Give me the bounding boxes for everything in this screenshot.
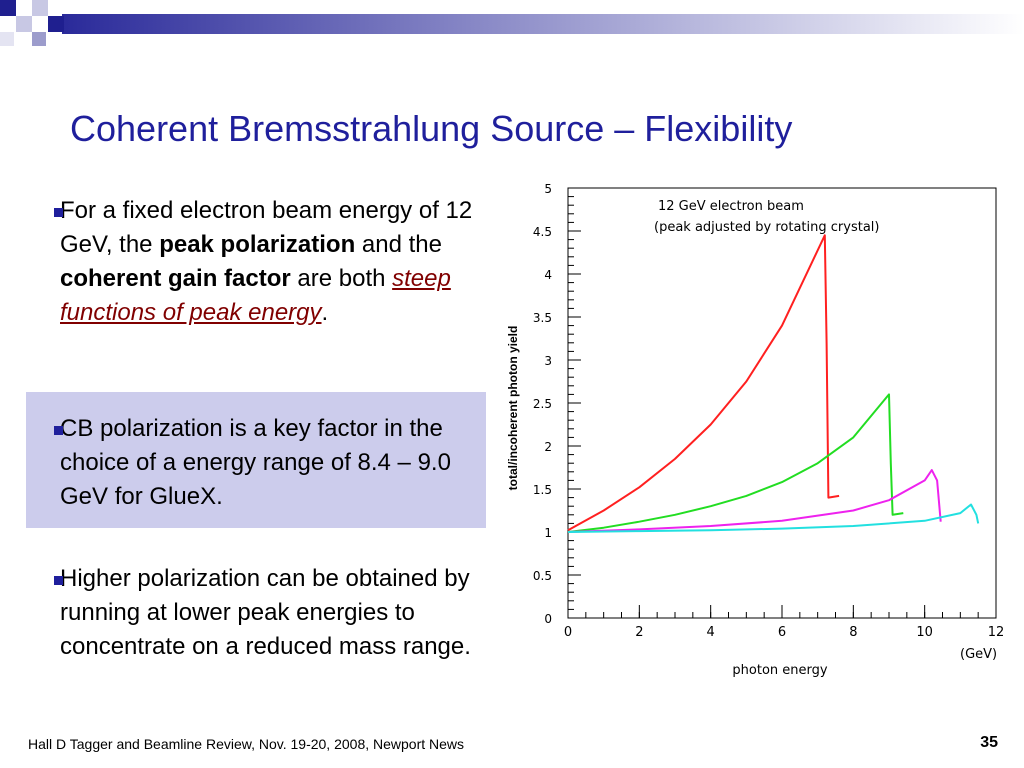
bullet-item-3: Higher polarization can be obtained by r… [26, 562, 486, 664]
y-tick-label: 2.5 [533, 397, 552, 411]
chart-annotation-2: (peak adjusted by rotating crystal) [654, 220, 879, 235]
bullet-square-icon [54, 576, 63, 585]
slide-title: Coherent Bremsstrahlung Source – Flexibi… [70, 108, 793, 149]
x-tick-label: 10 [916, 625, 933, 640]
bullet-item-2: CB polarization is a key factor in the c… [26, 392, 486, 528]
y-tick-label: 0 [544, 612, 552, 626]
y-tick-label: 3.5 [533, 311, 552, 325]
x-tick-label: 6 [778, 625, 786, 640]
x-tick-label: 2 [635, 625, 643, 640]
series-line-2 [567, 393, 904, 533]
x-tick-label: 0 [564, 625, 572, 640]
series-line-3 [567, 469, 942, 533]
photon-yield-chart: total/incoherent photon yield 12 GeV ele… [506, 182, 1004, 678]
y-tick-label: 4.5 [533, 225, 552, 239]
bullet-item-1: For a fixed electron beam energy of 12 G… [26, 194, 486, 330]
y-tick-label: 0.5 [533, 569, 552, 583]
bullet-text-3: Higher polarization can be obtained by r… [60, 565, 471, 660]
chart-annotation-1: 12 GeV electron beam [658, 199, 804, 214]
y-axis-label: total/incoherent photon yield [506, 326, 520, 491]
y-tick-label: 1.5 [533, 483, 552, 497]
bullet-text-2: CB polarization is a key factor in the c… [60, 415, 451, 510]
x-tick-label: 4 [707, 625, 715, 640]
x-axis-label: photon energy [732, 663, 827, 678]
y-tick-label: 1 [544, 526, 552, 540]
data-series [567, 234, 980, 533]
y-tick-label: 4 [544, 268, 552, 282]
bullet-square-icon [54, 208, 63, 217]
footer-text: Hall D Tagger and Beamline Review, Nov. … [28, 736, 465, 752]
bullet-square-icon [54, 426, 63, 435]
bullet-text-1: For a fixed electron beam energy of 12 G… [60, 197, 473, 326]
x-axis-unit: (GeV) [960, 647, 997, 662]
page-number: 35 [980, 734, 998, 751]
x-tick-label: 12 [988, 625, 1005, 640]
y-tick-label: 3 [544, 354, 552, 368]
series-line-1 [567, 234, 840, 532]
series-line-4 [567, 503, 980, 533]
y-tick-label: 2 [544, 440, 552, 454]
axes: 0 2 4 6 8 10 12 0 0.5 1 1.5 2 2.5 3 3.5 4 4.5 5 [533, 182, 1004, 640]
y-tick-label: 5 [544, 182, 552, 196]
emphasis-text: steep functions of peak energy [60, 265, 451, 326]
header-decoration [0, 0, 1024, 46]
plot-frame [567, 187, 997, 619]
x-tick-label: 8 [849, 625, 857, 640]
